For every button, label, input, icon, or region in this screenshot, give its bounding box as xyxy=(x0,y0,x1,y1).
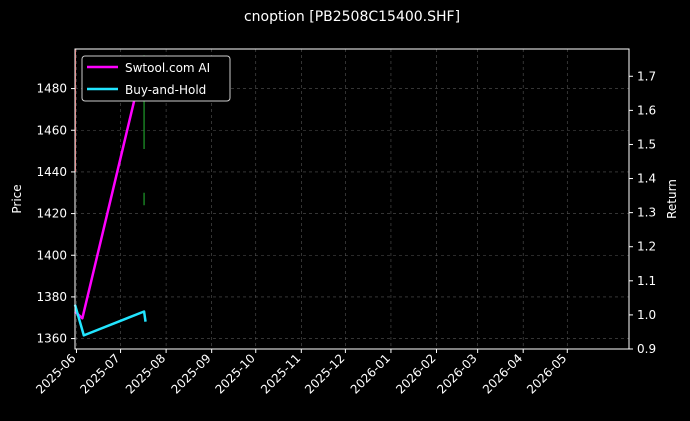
x-tick-label: 2025-10 xyxy=(213,351,258,396)
y-right-tick-label: 1.3 xyxy=(637,206,656,220)
x-tick-label: 2025-07 xyxy=(77,351,122,396)
series-layer xyxy=(73,58,147,337)
grid-y xyxy=(75,88,629,339)
y-right-tick-label: 1.5 xyxy=(637,137,656,151)
legend-label-swtool: Swtool.com AI xyxy=(125,61,210,75)
chart-title: cnoption [PB2508C15400.SHF] xyxy=(244,9,460,25)
y-axis-right-title: Return xyxy=(665,179,679,219)
series-line-1 xyxy=(73,304,147,337)
x-tick-label: 2025-08 xyxy=(123,351,168,396)
x-tick-label: 2025-06 xyxy=(33,351,78,396)
x-tick-label: 2026-04 xyxy=(480,351,525,396)
legend: Swtool.com AI Buy-and-Hold xyxy=(81,55,231,102)
x-tick-label: 2025-09 xyxy=(168,351,213,396)
x-tick-label: 2026-01 xyxy=(348,351,393,396)
y-right-tick-label: 1.6 xyxy=(637,103,656,117)
y-right-tick-label: 1.0 xyxy=(637,308,656,322)
y-right-tick-label: 1.7 xyxy=(637,69,656,83)
y-right-tick-label: 1.1 xyxy=(637,274,656,288)
x-tick-label: 2025-11 xyxy=(258,351,303,396)
x-tick-label: 2025-12 xyxy=(302,351,347,396)
y-right-tick-label: 1.2 xyxy=(637,240,656,254)
x-tick-label: 2026-05 xyxy=(524,351,569,396)
y-right-tick-label: 0.9 xyxy=(637,342,656,356)
y-left-tick-label: 1380 xyxy=(36,290,67,304)
y-left-tick-label: 1460 xyxy=(36,123,67,137)
y-left-tick-label: 1400 xyxy=(36,248,67,262)
legend-label-buyhold: Buy-and-Hold xyxy=(125,83,206,97)
y-axis-left: 1360 1380 1400 1420 1440 1460 1480 xyxy=(36,82,75,346)
plot-frame xyxy=(74,48,630,350)
legend-box xyxy=(81,55,231,102)
y-left-tick-label: 1360 xyxy=(36,332,67,346)
y-left-tick-label: 1440 xyxy=(36,165,67,179)
y-axis-left-title: Price xyxy=(10,184,24,213)
y-left-tick-label: 1480 xyxy=(36,82,67,96)
y-right-tick-label: 1.4 xyxy=(637,172,656,186)
x-tick-label: 2026-02 xyxy=(393,351,438,396)
y-left-tick-label: 1420 xyxy=(36,207,67,221)
y-axis-right: 0.9 1.0 1.1 1.2 1.3 1.4 1.5 1.6 1.7 xyxy=(629,69,656,356)
x-tick-label: 2026-03 xyxy=(434,351,479,396)
